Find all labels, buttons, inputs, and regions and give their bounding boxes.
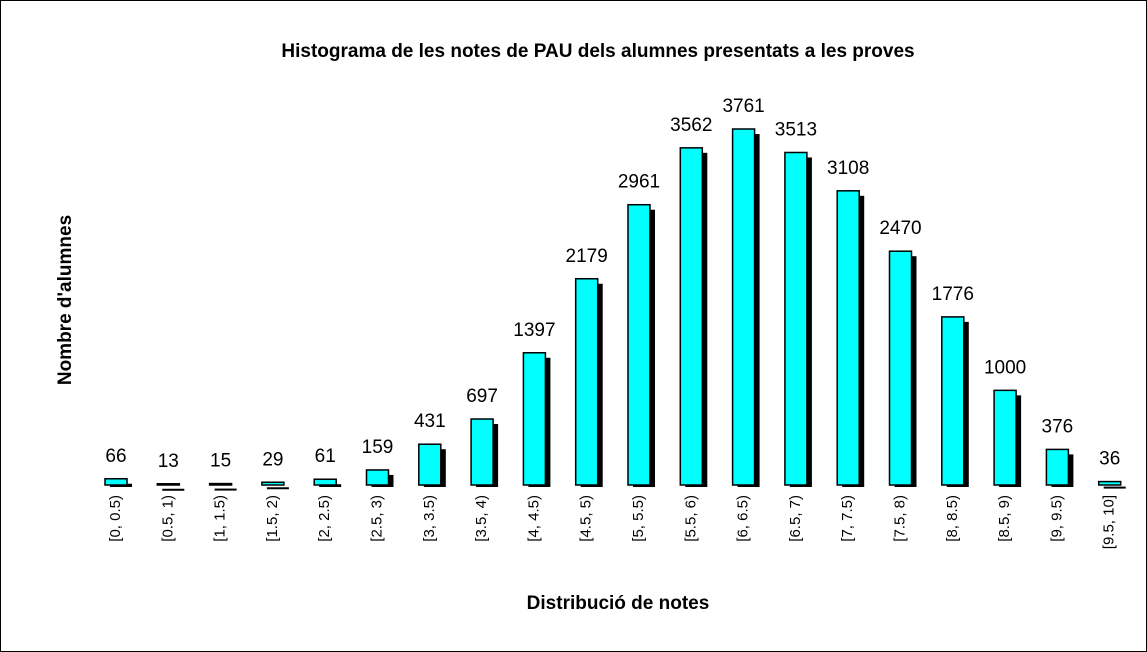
bar-shadow (214, 488, 237, 491)
x-tick-label: [5, 5.5) (630, 495, 647, 542)
x-tick-label: [2.5, 3) (368, 495, 385, 542)
value-label: 2961 (618, 172, 660, 193)
x-tick-label: [3, 3.5) (421, 495, 438, 542)
x-tick-label: [5.5, 6) (682, 495, 699, 542)
bar (941, 316, 965, 486)
bar (522, 352, 547, 486)
bar (1097, 480, 1122, 486)
value-label: 376 (1042, 416, 1074, 437)
value-label: 3513 (775, 119, 817, 140)
bar (1045, 448, 1070, 486)
bar (731, 128, 756, 486)
value-label: 1397 (513, 320, 555, 341)
value-label: 13 (158, 451, 179, 472)
x-tick-label: [9.5, 10] (1101, 495, 1118, 549)
bar (418, 443, 442, 486)
value-label: 29 (262, 449, 283, 470)
value-label: 36 (1099, 449, 1120, 470)
bar (365, 469, 390, 486)
bar-shadow (1103, 486, 1126, 489)
bar-shadow (162, 488, 185, 491)
bar (470, 418, 494, 486)
x-tick-label: [8.5, 9) (996, 495, 1013, 542)
bar (574, 277, 599, 486)
bar (784, 151, 808, 486)
value-label: 3761 (722, 96, 764, 117)
value-label: 697 (466, 386, 498, 407)
value-label: 2179 (566, 246, 608, 267)
value-label: 61 (315, 446, 336, 467)
x-tick-label: [9, 9.5) (1048, 495, 1065, 542)
x-tick-label: [8, 8.5) (944, 495, 961, 542)
x-tick-label: [3.5, 4) (473, 495, 490, 542)
chart-title: Histograma de les notes de PAU dels alum… (281, 41, 914, 62)
bar (104, 478, 128, 486)
x-axis-title: Distribució de notes (527, 593, 710, 614)
x-tick-label: [0.5, 1) (159, 495, 176, 542)
bar (313, 478, 337, 486)
value-label: 159 (362, 437, 394, 458)
bar-shadow (266, 487, 289, 490)
bar (208, 482, 233, 486)
x-tick-label: [6, 6.5) (735, 495, 752, 542)
x-tick-label: [0, 0.5) (107, 495, 124, 542)
value-label: 2470 (879, 218, 921, 239)
value-label: 3562 (670, 115, 712, 136)
x-tick-label: [4, 4.5) (525, 495, 542, 542)
x-tick-label: [7.5, 8) (891, 495, 908, 542)
value-label: 66 (105, 446, 126, 467)
value-label: 15 (210, 451, 231, 472)
x-tick-label: [6.5, 7) (787, 495, 804, 542)
x-tick-label: [2, 2.5) (316, 495, 333, 542)
bar (679, 147, 704, 486)
x-tick-label: [4.5, 5) (578, 495, 595, 542)
value-label: 1776 (932, 284, 974, 305)
bar (156, 483, 181, 486)
bar (261, 481, 285, 486)
x-tick-label: [7, 7.5) (839, 495, 856, 542)
x-tick-label: [1, 1.5) (212, 495, 229, 542)
y-axis-title: Nombre d'alumnes (55, 215, 76, 385)
bar (993, 389, 1017, 486)
value-label: 1000 (984, 357, 1026, 378)
bar (888, 250, 913, 486)
bar (836, 190, 860, 486)
x-tick-label: [1.5, 2) (264, 495, 281, 542)
value-label: 3108 (827, 158, 869, 179)
bar (627, 203, 651, 486)
value-label: 431 (414, 411, 446, 432)
